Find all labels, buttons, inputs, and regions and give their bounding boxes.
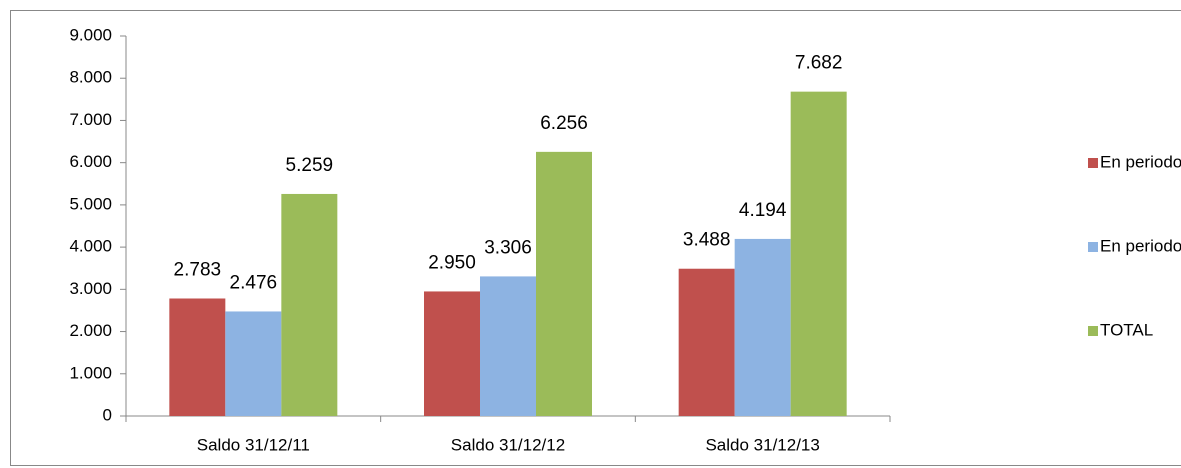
data-label: 2.476 <box>230 272 278 293</box>
x-tick-label: Saldo 31/12/11 <box>197 435 310 454</box>
bar <box>281 193 338 416</box>
y-tick-label: 1.000 <box>69 363 112 382</box>
legend-label: En periodo ejecutivo <box>1100 236 1181 255</box>
legend-label: En periodo voluntario <box>1100 152 1181 171</box>
data-label: 5.259 <box>286 155 334 176</box>
data-label: 7.682 <box>795 53 843 74</box>
bar <box>169 298 226 416</box>
legend-swatch <box>1088 242 1098 252</box>
y-tick-label: 2.000 <box>69 321 112 340</box>
y-tick-label: 8.000 <box>69 68 112 87</box>
y-tick-label: 7.000 <box>69 110 112 129</box>
data-label: 4.194 <box>739 200 787 221</box>
data-label: 6.256 <box>540 113 588 134</box>
bar <box>790 91 847 416</box>
y-tick-label: 4.000 <box>69 237 112 256</box>
y-tick-label: 0 <box>103 405 112 424</box>
data-label: 2.783 <box>174 260 222 281</box>
bar <box>480 276 536 416</box>
x-tick-label: Saldo 31/12/13 <box>705 435 819 454</box>
legend-swatch <box>1088 326 1098 336</box>
y-tick-label: 5.000 <box>69 194 112 213</box>
bar <box>225 311 282 416</box>
data-label: 3.488 <box>683 230 731 251</box>
data-label: 2.950 <box>428 252 476 273</box>
bar <box>536 151 592 416</box>
x-tick-label: Saldo 31/12/12 <box>451 435 565 454</box>
bar <box>424 291 480 416</box>
y-tick-label: 6.000 <box>69 152 112 171</box>
legend-label: TOTAL <box>1100 320 1153 339</box>
y-tick-label: 9.000 <box>69 25 112 44</box>
bar <box>678 268 735 416</box>
y-tick-label: 3.000 <box>69 279 112 298</box>
legend-swatch <box>1088 158 1098 168</box>
data-label: 3.306 <box>484 237 532 258</box>
bar <box>734 238 791 416</box>
